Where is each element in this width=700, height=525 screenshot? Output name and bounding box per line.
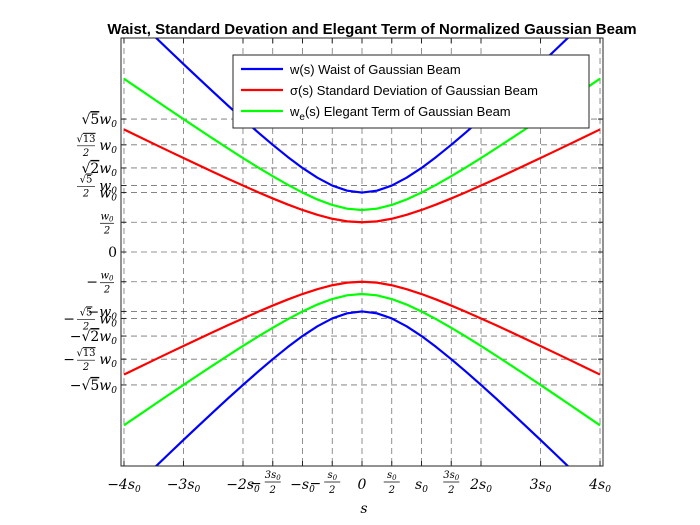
x-tick-label: −s0 (290, 477, 315, 495)
x-tick-label: −3s0 2 (250, 470, 281, 496)
y-tick-text: √5w0 (81, 112, 117, 130)
legend: w(s) Waist of Gaussian Beam σ(s) Standard… (232, 54, 590, 129)
legend-box (232, 54, 590, 129)
x-tick-label: −3s0 (167, 477, 201, 495)
x-tick-label: 0 (358, 477, 367, 493)
y-tick-text: w0 (99, 186, 117, 204)
x-tick-label: 3s0 (530, 477, 552, 495)
y-tick-label: 0 (108, 245, 117, 261)
x-tick-numerator: 3s0 (443, 470, 460, 482)
y-tick-sign: − (86, 275, 98, 291)
chart-title: Waist, Standard Devation and Elegant Ter… (107, 21, 636, 38)
x-tick-text: 3s0 (530, 477, 552, 495)
y-tick-denominator: 2 (82, 321, 89, 332)
y-tick-label: −√5w0 (70, 378, 118, 396)
y-tick-label: w0 − √5 2 (63, 307, 117, 332)
x-tick-text: 0 (358, 477, 367, 493)
x-tick-sign: − (250, 476, 262, 492)
legend-label-1: w(s) Waist of Gaussian Beam (289, 62, 461, 77)
y-tick-text: √2w0 (81, 161, 117, 179)
y-tick-numerator: √5 (80, 175, 93, 186)
y-tick-text: 0 (108, 245, 117, 261)
y-tick-denominator: 2 (82, 189, 89, 200)
x-tick-label: 2s0 (469, 477, 492, 495)
y-tick-numerator: √13 (76, 134, 95, 145)
y-tick-label: w0 − √13 2 (63, 348, 117, 373)
y-tick-label: −√2w0 (70, 329, 118, 347)
x-tick-label: s02 (383, 470, 400, 496)
y-tick-w0: w0 (99, 179, 117, 197)
x-tick-text: s0 (415, 477, 428, 495)
x-tick-text: −2s0 (226, 477, 260, 495)
y-tick-numerator: √5 (80, 307, 93, 318)
x-tick-label: −4s0 (107, 477, 141, 495)
x-tick-text: 2s0 (469, 477, 492, 495)
y-tick-label: − w0 2 (86, 271, 114, 296)
x-tick-numerator: 3s0 (265, 470, 282, 482)
x-tick-denominator: 2 (269, 485, 276, 496)
x-tick-sign: − (310, 476, 322, 492)
y-tick-text: −√2w0 (70, 329, 118, 347)
series-3-lower-line (123, 292, 601, 427)
x-tick-text: 4s0 (588, 477, 611, 495)
x-tick-label: −s0 2 (310, 470, 341, 496)
y-tick-label: √5w0 (81, 112, 117, 130)
series-3-upper-line (123, 77, 601, 212)
x-tick-text: −4s0 (107, 477, 141, 495)
y-tick-label: √2w0 (81, 161, 117, 179)
y-tick-denominator: 2 (82, 148, 89, 159)
y-tick-numerator: √13 (76, 348, 95, 359)
x-axis-label: s (360, 501, 367, 517)
y-tick-sign: − (63, 352, 75, 368)
x-tick-denominator: 2 (388, 485, 395, 496)
x-tick-numerator: s0 (327, 470, 337, 482)
series-2-upper-line (123, 128, 601, 224)
y-tick-denominator: 2 (103, 285, 110, 296)
y-tick-sign: − (63, 311, 75, 327)
y-tick-text: −w0 (88, 304, 118, 322)
y-tick-w0: w0 (99, 138, 117, 156)
y-tick-denominator: 2 (103, 225, 110, 236)
x-tick-denominator: 2 (447, 485, 454, 496)
y-tick-w0: w0 (99, 352, 117, 370)
x-tick-text: −3s0 (167, 477, 201, 495)
y-tick-label: w02 (100, 211, 114, 236)
y-tick-denominator: 2 (82, 362, 89, 373)
y-tick-text: −√5w0 (70, 378, 118, 396)
y-tick-label: w0 √5 2 (77, 175, 117, 200)
y-tick-label: w0 (99, 186, 117, 204)
series-1-lower-line (154, 310, 570, 466)
y-tick-w0: w0 (99, 311, 117, 329)
y-tick-label: −w0 (88, 304, 118, 322)
x-tick-label: 4s0 (588, 477, 611, 495)
y-tick-numerator: w0 (100, 271, 114, 283)
series-2-lower-line (123, 280, 601, 376)
x-tick-text: −s0 (290, 477, 315, 495)
x-tick-denominator: 2 (328, 485, 335, 496)
legend-label-3: we(s) Elegant Term of Gaussian Beam (289, 104, 511, 123)
plot-area (123, 38, 601, 466)
x-tick-label: −2s0 (226, 477, 260, 495)
x-tick-label: s0 (415, 477, 428, 495)
y-tick-label: w0 √13 2 (76, 134, 117, 159)
y-tick-numerator: w0 (100, 211, 114, 223)
x-tick-numerator: s0 (387, 470, 397, 482)
legend-label-2: σ(s) Standard Deviation of Gaussian Beam (290, 83, 538, 98)
